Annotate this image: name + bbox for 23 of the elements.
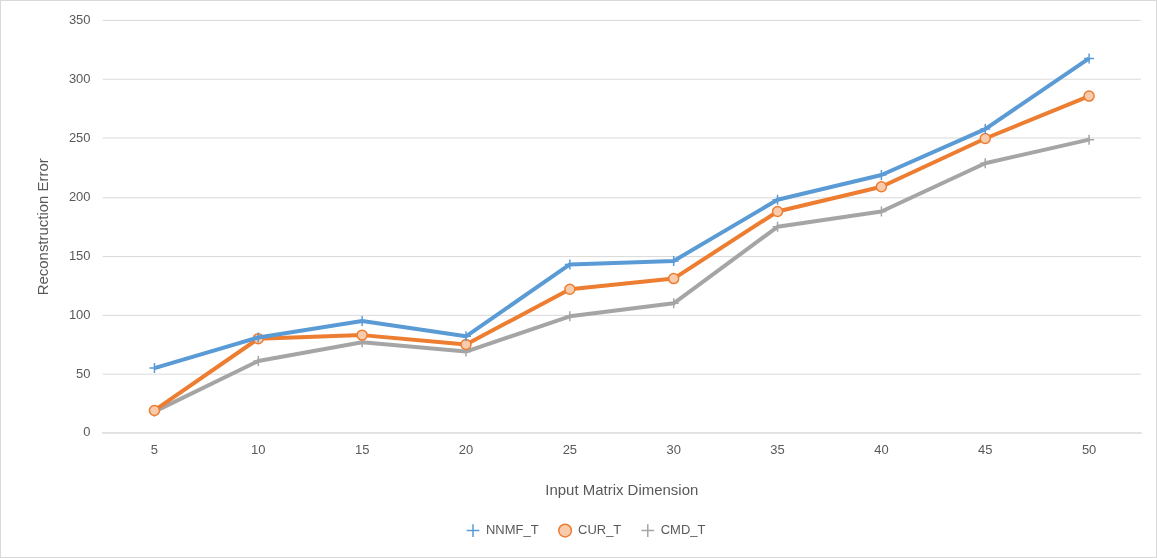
y-tick-label: 300 (68, 71, 91, 87)
x-tick-label: 50 (1081, 442, 1097, 458)
y-tick-label: 200 (68, 188, 91, 204)
x-tick-label: 20 (458, 442, 474, 458)
y-tick-label: 150 (68, 247, 91, 263)
y-tick-label: 0 (83, 424, 91, 440)
legend-label: CMD_T (660, 522, 706, 538)
x-tick-label: 10 (251, 442, 266, 458)
y-tick-label: 50 (76, 365, 91, 381)
x-tick-label: 15 (354, 442, 370, 458)
x-tick-label: 5 (150, 442, 159, 458)
y-tick-label: 250 (68, 130, 91, 146)
x-tick-label: 40 (874, 442, 889, 458)
y-axis-title: Reconstruction Error (34, 158, 52, 296)
y-tick-label: 100 (68, 306, 91, 322)
y-tick-label: 350 (68, 12, 91, 28)
legend-label: NNMF_T (486, 522, 539, 538)
x-tick-label: 35 (770, 442, 785, 458)
x-tick-label: 30 (666, 442, 681, 458)
x-tick-label: 45 (978, 442, 993, 458)
x-tick-label: 25 (562, 442, 578, 458)
legend-label: CUR_T (578, 522, 622, 538)
x-axis-title: Input Matrix Dimension (545, 481, 699, 499)
